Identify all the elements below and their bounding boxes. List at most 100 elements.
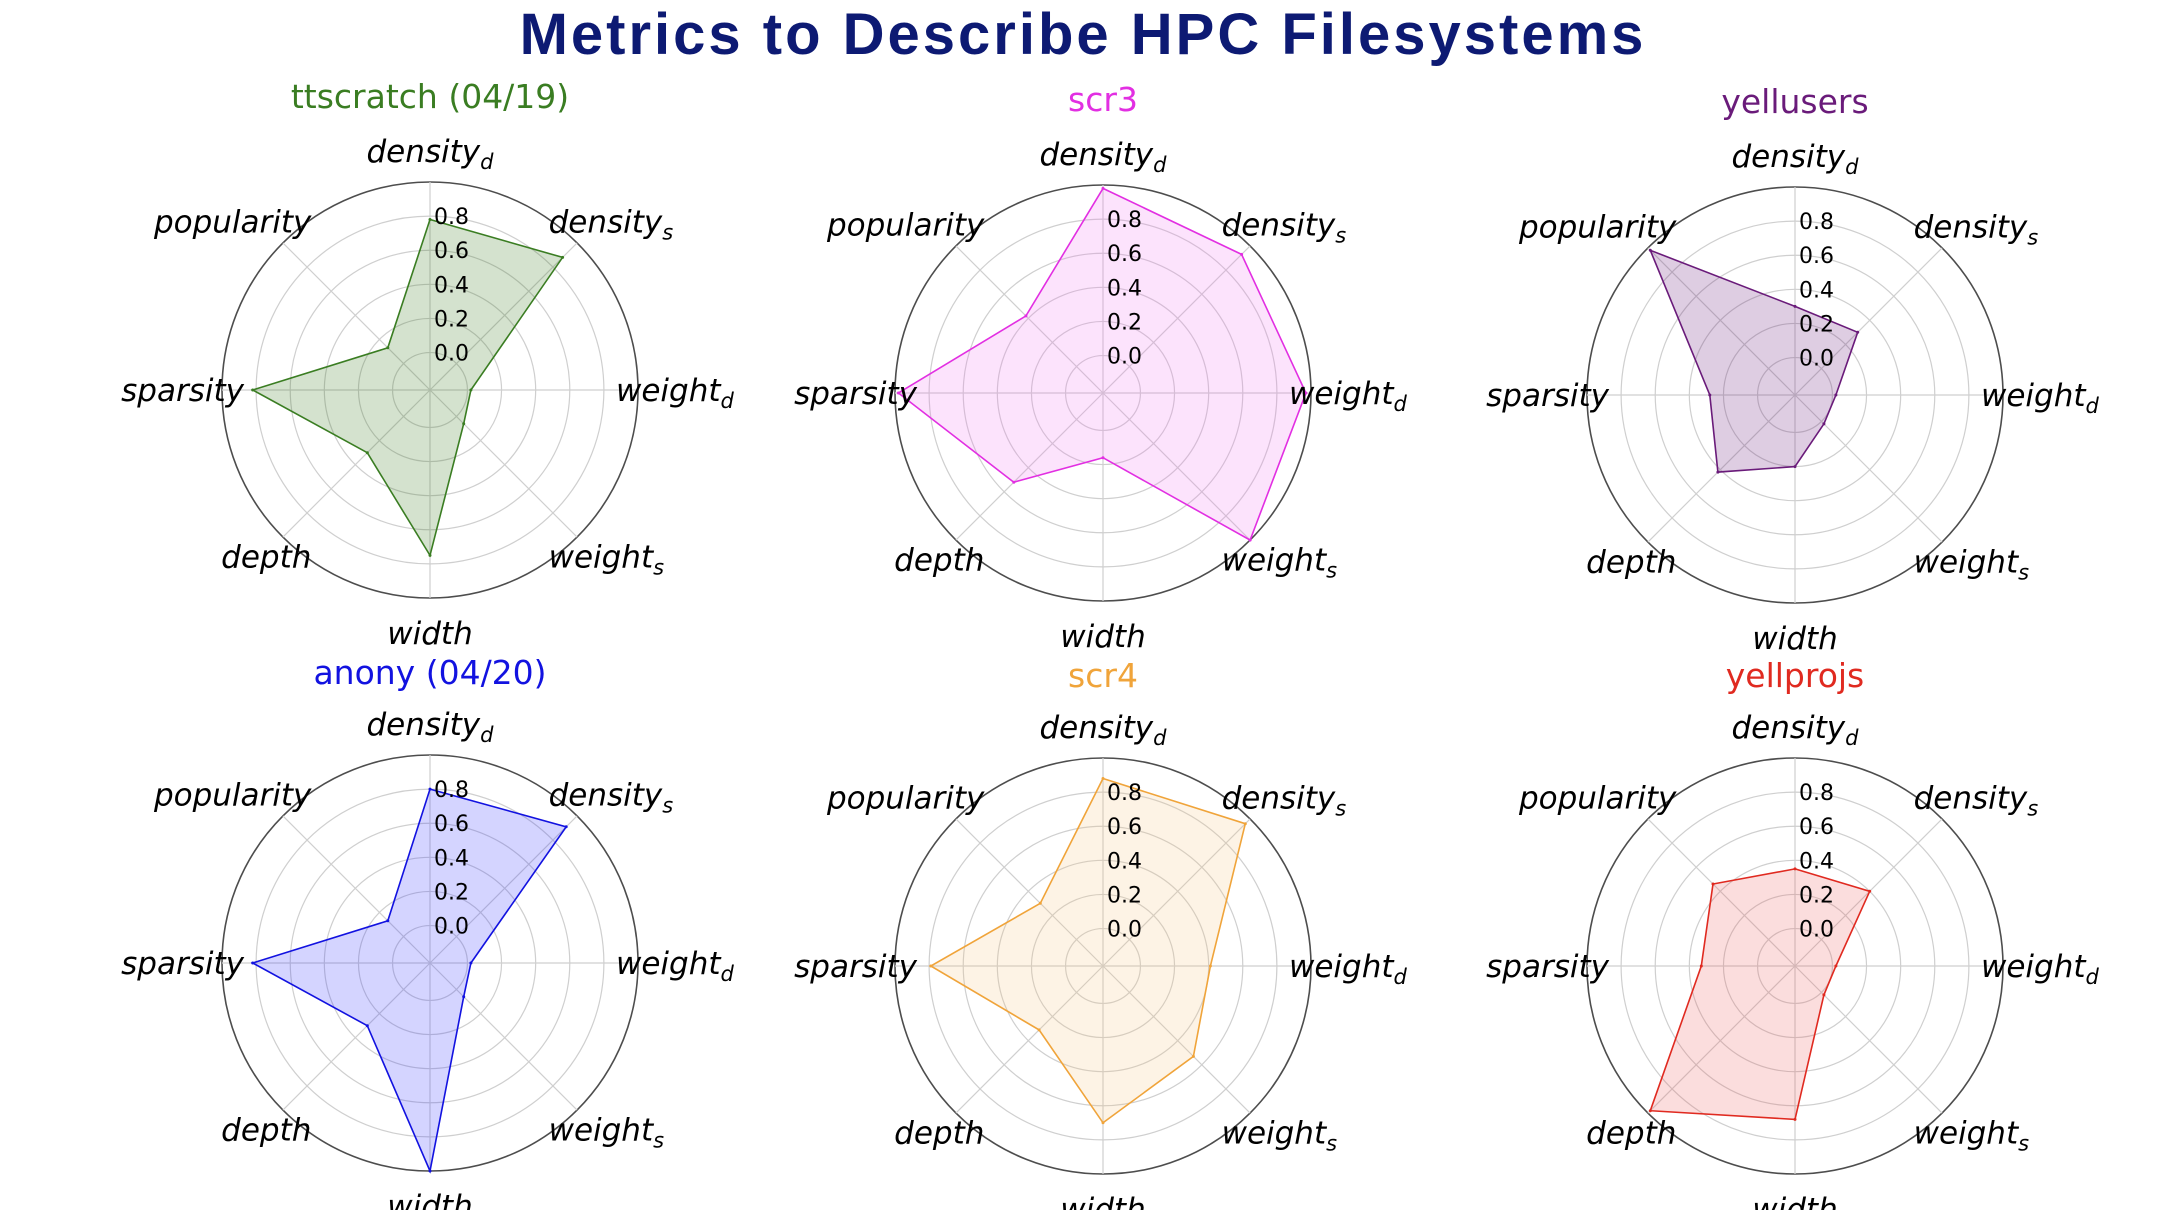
grid-spoke bbox=[429, 389, 578, 538]
tick-label: 0.2 bbox=[434, 880, 469, 905]
panel-title: yellusers bbox=[1721, 82, 1868, 121]
data-point bbox=[469, 388, 473, 392]
tick-label: 0.6 bbox=[434, 239, 469, 264]
data-point bbox=[929, 964, 933, 968]
data-point bbox=[428, 787, 432, 791]
axis-label: width bbox=[1060, 1192, 1145, 1210]
axis-label: popularity bbox=[1518, 209, 1677, 245]
axis-label: popularity bbox=[826, 780, 985, 816]
data-point bbox=[428, 553, 432, 557]
tick-label: 0.6 bbox=[434, 812, 469, 837]
data-point bbox=[1699, 964, 1703, 968]
data-point bbox=[251, 388, 255, 392]
axis-label: weightd bbox=[1981, 378, 2100, 418]
axis-label: width bbox=[387, 616, 472, 652]
data-point bbox=[1648, 1109, 1652, 1113]
data-point bbox=[1304, 391, 1308, 395]
axis-label: weights bbox=[1914, 1116, 2030, 1156]
grid-spoke bbox=[429, 815, 578, 964]
radar-panel: anony (04/20) 0.0 0.2 0.4 0.6 0.8 densityd dens… bbox=[121, 653, 734, 1210]
axis-label: depth bbox=[1586, 1116, 1676, 1152]
tick-label: 0.6 bbox=[1799, 244, 1834, 269]
axis-label: densityd bbox=[1731, 139, 1859, 179]
tick-label: 0.8 bbox=[1799, 781, 1834, 806]
tick-label: 0.0 bbox=[1799, 918, 1834, 943]
grid-spoke bbox=[1102, 245, 1251, 394]
grid-spoke bbox=[1794, 394, 1943, 543]
series-area bbox=[929, 777, 1247, 1124]
panel-title: anony (04/20) bbox=[313, 653, 546, 692]
axis-label: densitys bbox=[1914, 780, 2039, 820]
axis-label: width bbox=[1752, 1192, 1837, 1210]
axis-label: depth bbox=[221, 1113, 311, 1149]
tick-label: 0.6 bbox=[1107, 815, 1142, 840]
axis-label: popularity bbox=[826, 207, 985, 243]
grid-spoke bbox=[955, 818, 1104, 967]
axis-label: weights bbox=[1914, 545, 2030, 585]
data-point bbox=[1868, 889, 1872, 893]
axis-label: densityd bbox=[1039, 137, 1167, 177]
panel-title: scr3 bbox=[1068, 80, 1138, 119]
tick-label: 0.4 bbox=[1799, 849, 1834, 874]
axis-label: width bbox=[1752, 621, 1837, 657]
data-point bbox=[1243, 822, 1247, 826]
data-point bbox=[1856, 330, 1860, 334]
axis-label: sparsity bbox=[121, 946, 244, 982]
axis-label: sparsity bbox=[1486, 378, 1609, 414]
data-point bbox=[1012, 480, 1016, 484]
axis-label: sparsity bbox=[794, 949, 917, 985]
radar-panel: yellusers 0.0 0.2 0.4 0.6 0.8 densityd densitys… bbox=[1486, 82, 2099, 657]
data-point bbox=[462, 422, 466, 426]
data-point bbox=[896, 391, 900, 395]
data-point bbox=[1240, 252, 1244, 256]
grid-spoke bbox=[1794, 965, 1943, 1114]
data-point bbox=[1101, 456, 1105, 460]
data-point bbox=[1191, 1054, 1195, 1058]
axis-label: weights bbox=[1222, 543, 1338, 583]
grid-spoke bbox=[955, 965, 1104, 1114]
grid-spoke bbox=[1647, 247, 1796, 396]
axis-label: width bbox=[387, 1189, 472, 1210]
axis-label: sparsity bbox=[1486, 949, 1609, 985]
tick-label: 0.8 bbox=[434, 778, 469, 803]
grid-spoke bbox=[1647, 394, 1796, 543]
axis-label: depth bbox=[894, 543, 984, 579]
data-point bbox=[1037, 1028, 1041, 1032]
data-point bbox=[428, 218, 432, 221]
axis-label: densityd bbox=[1039, 710, 1167, 750]
axis-label: width bbox=[1060, 619, 1145, 655]
tick-label: 0.4 bbox=[1107, 849, 1142, 874]
tick-label: 0.8 bbox=[434, 205, 469, 230]
tick-label: 0.2 bbox=[1107, 883, 1142, 908]
grid-spoke bbox=[1102, 965, 1251, 1114]
data-point bbox=[386, 919, 390, 923]
tick-label: 0.6 bbox=[1799, 815, 1834, 840]
grid-spoke bbox=[1794, 247, 1943, 396]
axis-label: densitys bbox=[549, 204, 674, 244]
data-point bbox=[1793, 465, 1797, 469]
tick-label: 0.0 bbox=[1799, 347, 1834, 372]
axis-label: weightd bbox=[1289, 949, 1408, 989]
data-point bbox=[469, 961, 473, 965]
tick-label: 0.0 bbox=[1107, 918, 1142, 943]
axis-label: densitys bbox=[1222, 207, 1347, 247]
axis-label: weightd bbox=[1289, 376, 1408, 416]
data-point bbox=[1793, 867, 1797, 871]
tick-label: 0.0 bbox=[1107, 345, 1142, 370]
grid-spoke bbox=[282, 389, 431, 538]
data-point bbox=[365, 1024, 369, 1028]
data-point bbox=[1822, 993, 1826, 997]
data-point bbox=[428, 1169, 432, 1173]
radar-panels: ttscratch (04/19) 0.0 0.2 0.4 0.6 0.8 densityd… bbox=[121, 77, 2099, 1210]
panel-title: ttscratch (04/19) bbox=[291, 77, 569, 116]
tick-label: 0.2 bbox=[1107, 310, 1142, 335]
axis-label: sparsity bbox=[794, 376, 917, 412]
grid-spoke bbox=[282, 242, 431, 391]
data-point bbox=[251, 961, 255, 965]
data-point bbox=[1711, 882, 1715, 886]
data-point bbox=[1208, 964, 1212, 968]
radar-panel: scr4 0.0 0.2 0.4 0.6 0.8 densityd densitys weigh… bbox=[794, 656, 1407, 1210]
grid-spoke bbox=[1102, 818, 1251, 967]
data-point bbox=[1708, 393, 1712, 397]
